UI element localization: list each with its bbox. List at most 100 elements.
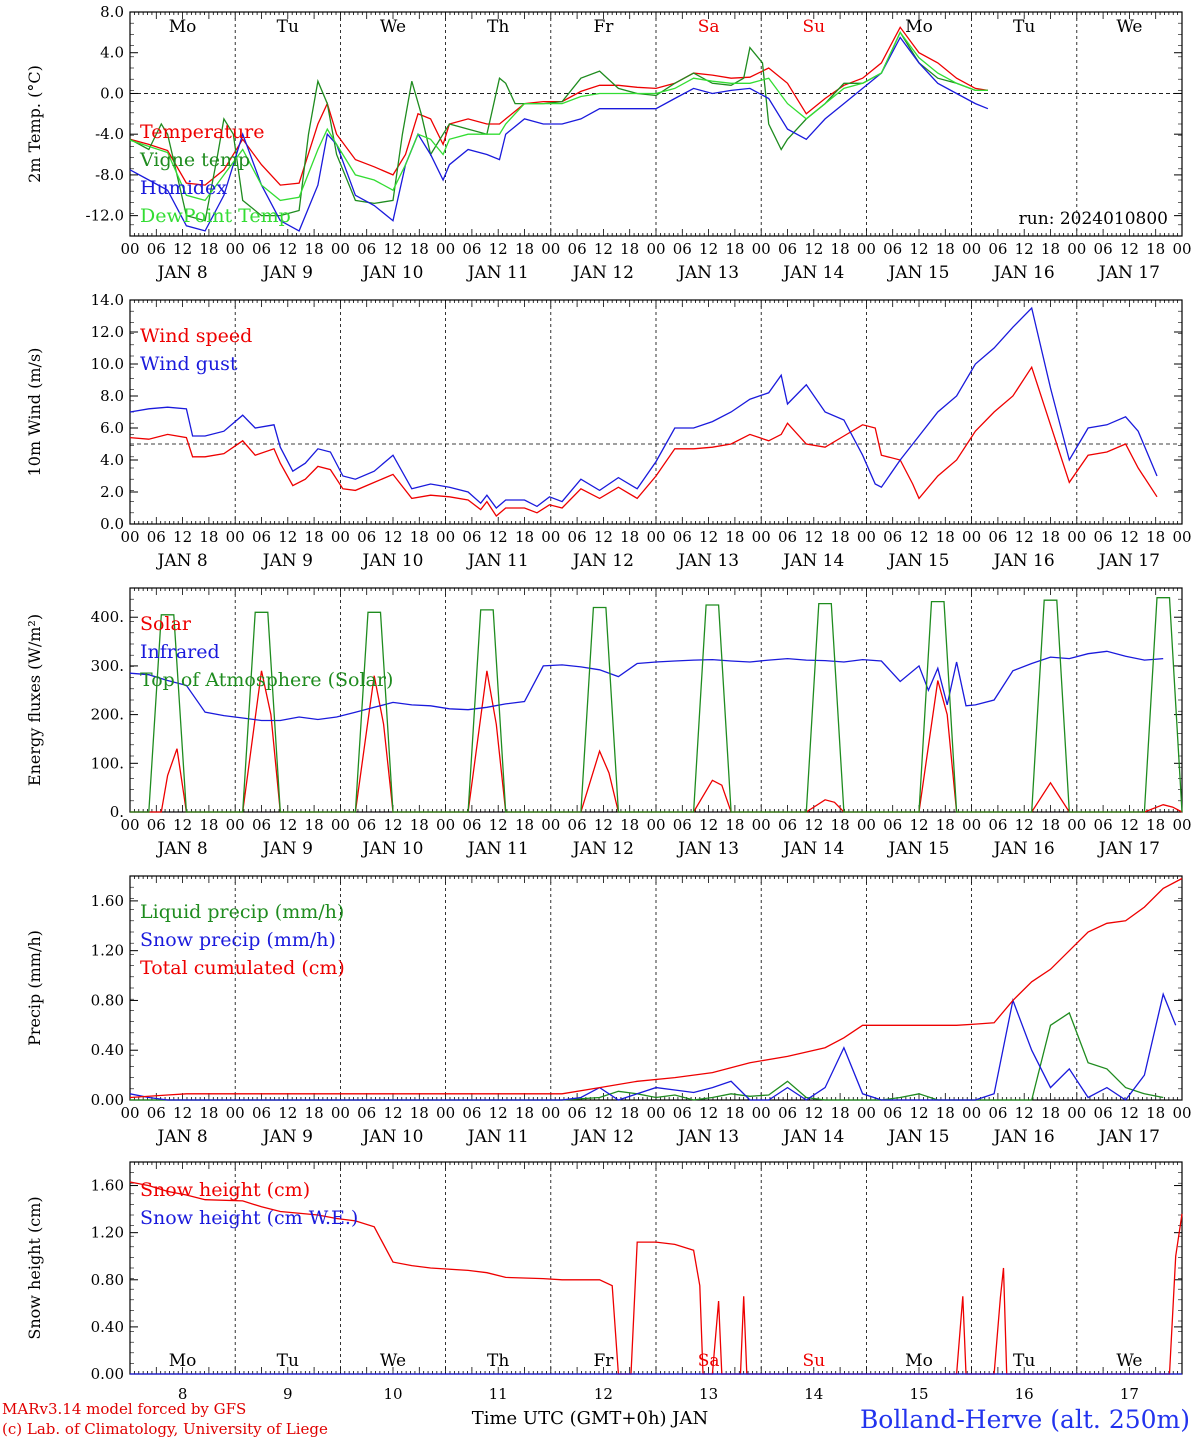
legend-entry: Solar bbox=[140, 613, 192, 635]
x-date-label: JAN 16 bbox=[992, 263, 1055, 283]
y-axis-label: Energy fluxes (W/m²) bbox=[25, 614, 44, 786]
x-date-label: JAN 9 bbox=[261, 839, 313, 859]
legend-entry: Snow precip (mm/h) bbox=[140, 929, 336, 951]
legend-entry: Snow height (cm W.E.) bbox=[140, 1207, 358, 1229]
x-hour-label: 18 bbox=[725, 816, 744, 834]
x-hour-label: 00 bbox=[1172, 528, 1191, 546]
panel-4 bbox=[129, 875, 1183, 1101]
day-of-week-label: We bbox=[1116, 1351, 1142, 1371]
x-hour-label: 00 bbox=[1067, 1104, 1086, 1122]
day-of-week-label: Su bbox=[802, 1351, 825, 1371]
x-hour-label: 18 bbox=[199, 816, 218, 834]
series-line-red bbox=[129, 877, 1183, 1099]
day-of-week-label: We bbox=[380, 17, 406, 37]
x-hour-label: 18 bbox=[1146, 816, 1165, 834]
y-tick-label: 0.80 bbox=[91, 1271, 124, 1289]
x-hour-label: 06 bbox=[462, 1104, 481, 1122]
x-hour-label: 06 bbox=[1094, 816, 1113, 834]
x-hour-label: 00 bbox=[120, 816, 139, 834]
x-hour-label: 18 bbox=[305, 1104, 324, 1122]
x-hour-label: 18 bbox=[831, 240, 850, 258]
lab-credit: (c) Lab. of Climatology, University of L… bbox=[2, 1420, 328, 1438]
x-day-number: 8 bbox=[178, 1385, 188, 1403]
x-date-label: JAN 8 bbox=[156, 839, 208, 859]
x-hour-label: 00 bbox=[1067, 816, 1086, 834]
x-hour-label: 18 bbox=[515, 816, 534, 834]
x-hour-label: 12 bbox=[383, 528, 402, 546]
x-hour-label: 12 bbox=[278, 1104, 297, 1122]
legend-entry: Snow height (cm) bbox=[140, 1179, 310, 1201]
x-date-label: JAN 13 bbox=[676, 551, 739, 571]
legend-entry: Humidex bbox=[140, 177, 227, 199]
x-hour-label: 18 bbox=[199, 240, 218, 258]
x-hour-label: 00 bbox=[752, 240, 771, 258]
x-hour-label: 12 bbox=[1120, 528, 1139, 546]
x-hour-label: 06 bbox=[1094, 240, 1113, 258]
x-hour-label: 06 bbox=[568, 1104, 587, 1122]
x-date-label: JAN 14 bbox=[781, 839, 844, 859]
x-date-label: JAN 17 bbox=[1097, 1127, 1160, 1147]
y-tick-label: 1.60 bbox=[91, 1177, 124, 1195]
x-hour-label: 00 bbox=[120, 1104, 139, 1122]
x-date-label: JAN 11 bbox=[466, 1127, 529, 1147]
x-hour-label: 12 bbox=[909, 1104, 928, 1122]
y-tick-label: 10.0 bbox=[91, 355, 124, 373]
x-hour-label: 12 bbox=[804, 816, 823, 834]
x-hour-label: 06 bbox=[568, 816, 587, 834]
x-hour-label: 18 bbox=[936, 816, 955, 834]
x-hour-label: 00 bbox=[331, 1104, 350, 1122]
x-hour-label: 06 bbox=[462, 240, 481, 258]
x-hour-label: 18 bbox=[831, 1104, 850, 1122]
x-hour-label: 06 bbox=[1094, 528, 1113, 546]
day-of-week-label: Mo bbox=[905, 1351, 933, 1371]
x-hour-label: 06 bbox=[357, 1104, 376, 1122]
series-line-red bbox=[129, 26, 989, 186]
y-tick-label: -4.0 bbox=[95, 125, 124, 143]
x-hour-label: 00 bbox=[226, 528, 245, 546]
x-date-label: JAN 16 bbox=[992, 1127, 1055, 1147]
x-hour-label: 00 bbox=[436, 528, 455, 546]
day-of-week-label: Tu bbox=[277, 1351, 299, 1371]
x-day-number: 17 bbox=[1120, 1385, 1139, 1403]
plot-frame bbox=[129, 11, 1183, 237]
station-label: Bolland-Herve (alt. 250m) bbox=[860, 1405, 1190, 1434]
y-tick-label: 0.0 bbox=[100, 515, 124, 533]
x-day-number: 11 bbox=[489, 1385, 508, 1403]
x-hour-label: 00 bbox=[331, 240, 350, 258]
x-hour-label: 18 bbox=[1041, 816, 1060, 834]
x-hour-label: 18 bbox=[199, 528, 218, 546]
x-hour-label: 12 bbox=[1015, 816, 1034, 834]
legend-entry: Vigne temp bbox=[139, 149, 250, 171]
y-tick-label: 1.60 bbox=[91, 892, 124, 910]
x-hour-label: 06 bbox=[673, 528, 692, 546]
y-tick-label: 0.40 bbox=[91, 1318, 124, 1336]
x-hour-label: 18 bbox=[305, 240, 324, 258]
x-hour-label: 06 bbox=[883, 816, 902, 834]
y-tick-label: 1.20 bbox=[91, 942, 124, 960]
x-date-label: JAN 11 bbox=[466, 839, 529, 859]
x-hour-label: 18 bbox=[1041, 1104, 1060, 1122]
panel-2 bbox=[129, 299, 1183, 525]
x-hour-label: 12 bbox=[804, 1104, 823, 1122]
day-of-week-label: Sa bbox=[698, 1351, 720, 1371]
x-hour-label: 00 bbox=[857, 528, 876, 546]
x-hour-label: 12 bbox=[278, 816, 297, 834]
y-tick-label: 300. bbox=[91, 657, 124, 675]
x-hour-label: 12 bbox=[278, 240, 297, 258]
day-of-week-label: Fr bbox=[593, 17, 614, 37]
x-date-label: JAN 10 bbox=[360, 263, 423, 283]
x-hour-label: 12 bbox=[489, 1104, 508, 1122]
y-tick-label: 200. bbox=[91, 706, 124, 724]
y-tick-label: -12.0 bbox=[86, 207, 124, 225]
legend-entry: Wind gust bbox=[140, 353, 238, 375]
x-date-label: JAN 12 bbox=[571, 263, 634, 283]
x-hour-label: 12 bbox=[1120, 1104, 1139, 1122]
day-of-week-label: Fr bbox=[593, 1351, 614, 1371]
series-line-red bbox=[129, 365, 1158, 517]
day-of-week-label: Th bbox=[487, 1351, 509, 1371]
x-hour-label: 18 bbox=[936, 528, 955, 546]
x-hour-label: 06 bbox=[778, 240, 797, 258]
x-hour-label: 06 bbox=[252, 528, 271, 546]
x-date-label: JAN 12 bbox=[571, 839, 634, 859]
